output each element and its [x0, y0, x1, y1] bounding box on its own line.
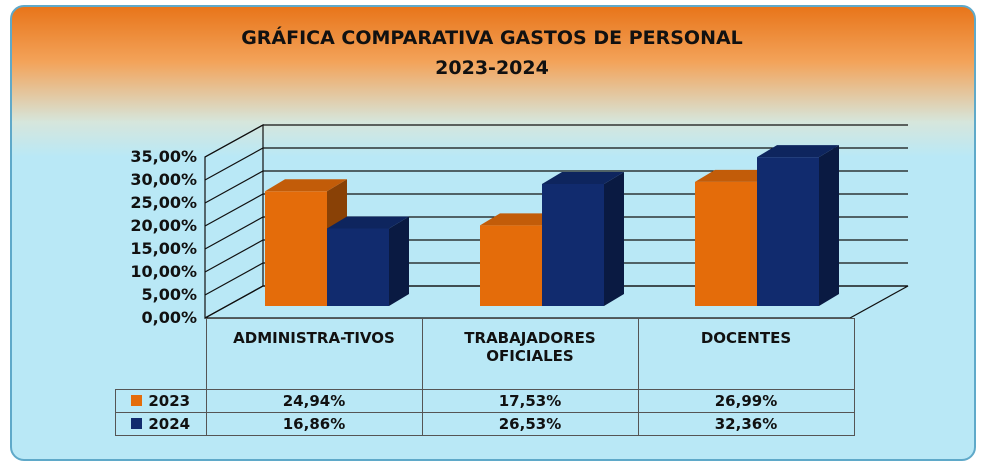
category-label: DOCENTES	[637, 318, 855, 390]
bar	[542, 183, 604, 306]
grid-line	[204, 239, 908, 273]
grid-line	[204, 147, 908, 181]
y-tick-label: 5,00%	[141, 285, 197, 304]
legend-swatch	[131, 395, 143, 406]
bar	[480, 225, 542, 306]
chart-subtitle: 2023-2024	[435, 57, 549, 79]
y-tick-label: 35,00%	[130, 147, 197, 166]
bar-side	[604, 171, 624, 306]
grid-line	[204, 216, 908, 250]
grid-line	[204, 193, 908, 227]
legend-swatch	[131, 418, 143, 429]
bar	[757, 157, 819, 306]
legend-label: 2023	[148, 392, 191, 410]
y-tick-label: 20,00%	[130, 216, 197, 235]
bar-top	[695, 169, 777, 182]
category-label: TRABAJADORES OFICIALES	[421, 318, 639, 390]
grid-line	[204, 124, 908, 158]
category-label: ADMINISTRA-TIVOS	[205, 318, 423, 390]
data-label: 32,36%	[637, 412, 855, 436]
bar-top	[480, 213, 562, 226]
data-label: 16,86%	[205, 412, 423, 436]
bar-side	[389, 216, 409, 306]
bar-top	[542, 171, 624, 184]
table-row: 2023 24,94% 17,53% 26,99%	[115, 389, 855, 413]
data-label: 26,53%	[421, 412, 639, 436]
y-tick-label: 30,00%	[130, 170, 197, 189]
bar-side	[819, 145, 839, 306]
corner	[115, 318, 207, 390]
data-label: 26,99%	[637, 389, 855, 413]
data-label: 17,53%	[421, 389, 639, 413]
bar	[265, 191, 327, 306]
y-tick-label: 25,00%	[130, 193, 197, 212]
table-row: 2024 16,86% 26,53% 32,36%	[115, 412, 855, 436]
legend-entry: 2023	[115, 389, 207, 413]
grid-line	[204, 170, 908, 204]
data-table: ADMINISTRA-TIVOS TRABAJADORES OFICIALES DO…	[115, 318, 855, 436]
bar-top	[265, 179, 347, 192]
bar-top	[327, 216, 409, 229]
y-tick-label: 15,00%	[130, 239, 197, 258]
chart-title: GRÁFICA COMPARATIVA GASTOS DE PERSONAL	[241, 26, 743, 49]
data-label: 24,94%	[205, 389, 423, 413]
grid-line	[204, 262, 908, 296]
y-tick-label: 10,00%	[130, 262, 197, 281]
grid-line	[204, 285, 908, 319]
legend-label: 2024	[148, 415, 191, 433]
bar	[695, 181, 757, 306]
bar	[327, 228, 389, 306]
legend-entry: 2024	[115, 412, 207, 436]
bar-top	[757, 145, 839, 158]
